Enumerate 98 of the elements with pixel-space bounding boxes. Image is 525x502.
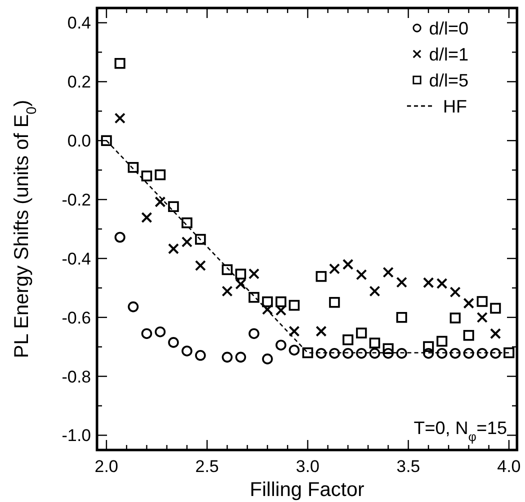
point: [476, 312, 488, 323]
point: [423, 341, 434, 352]
point: [463, 298, 474, 309]
legend-label: d/l=0: [429, 18, 469, 38]
point: [504, 347, 514, 358]
point: [369, 338, 380, 348]
point: [194, 260, 206, 272]
y-tick-label: 0.0: [67, 132, 91, 151]
point: [356, 348, 367, 359]
point: [450, 348, 461, 359]
point: [316, 271, 327, 282]
y-tick-label: -0.4: [62, 249, 91, 268]
point: [490, 302, 501, 314]
point: [329, 348, 340, 359]
y-tick-label: -0.2: [62, 190, 91, 210]
point: [316, 348, 327, 359]
point: [476, 348, 488, 359]
point: [222, 352, 233, 363]
point: [195, 350, 206, 361]
point: [476, 296, 488, 307]
y-tick-label: -0.8: [62, 367, 91, 386]
point: [490, 348, 501, 359]
point: [248, 292, 260, 303]
point: [222, 286, 233, 297]
point: [463, 330, 474, 341]
x-tick-label: 3.5: [396, 457, 420, 476]
point: [342, 334, 354, 346]
point: [396, 312, 408, 323]
point: [302, 347, 314, 358]
y-tick-label: 0.4: [67, 14, 91, 33]
point: [276, 340, 286, 350]
point: [463, 348, 474, 359]
point: [114, 58, 126, 69]
point: [328, 263, 340, 274]
point: [154, 196, 166, 208]
point: [235, 278, 246, 290]
y-tick-label: -0.6: [62, 308, 91, 328]
point: [168, 201, 179, 212]
point: [382, 348, 394, 359]
point: [128, 162, 139, 173]
point: [329, 296, 340, 308]
point: [436, 278, 448, 290]
point: [396, 348, 408, 359]
point: [141, 212, 152, 224]
point: [141, 170, 152, 182]
point: [342, 348, 354, 359]
point: [262, 296, 273, 308]
point: [288, 344, 300, 356]
point: [101, 135, 112, 146]
x-axis-title: Filling Factor: [250, 479, 365, 501]
point: [288, 300, 300, 311]
point: [154, 326, 166, 338]
point: [422, 277, 434, 288]
point: [450, 312, 461, 324]
point: [423, 348, 434, 359]
y-tick-label: -1.0: [62, 426, 91, 446]
legend-label: HF: [443, 96, 467, 116]
point: [235, 352, 246, 363]
point: [436, 348, 448, 359]
point: [356, 269, 367, 280]
x-tick-label: 2.0: [94, 457, 118, 476]
point: [369, 348, 380, 359]
point: [262, 354, 273, 364]
point: [316, 326, 327, 337]
point: [141, 328, 152, 340]
legend-label: d/l=5: [429, 70, 469, 90]
point: [382, 343, 394, 354]
point: [248, 268, 260, 280]
point: [276, 296, 286, 308]
point: [114, 112, 126, 124]
point: [195, 234, 206, 245]
point: [168, 243, 179, 254]
point: [181, 236, 192, 248]
point: [168, 337, 179, 348]
point: [222, 264, 233, 276]
point: [182, 346, 192, 356]
point: [436, 336, 448, 347]
point: [369, 286, 380, 297]
x-tick-label: 3.0: [296, 457, 320, 476]
point: [288, 326, 300, 337]
point: [154, 169, 166, 180]
y-tick-label: 0.2: [67, 72, 91, 92]
point: [450, 286, 461, 298]
point: [342, 258, 354, 270]
point: [128, 301, 139, 312]
annotation: T=0, N$_{φ}$=15: [414, 418, 507, 444]
point: [182, 217, 192, 228]
point: [235, 268, 246, 280]
point: [114, 232, 126, 243]
legend-label: d/l=1: [429, 44, 469, 64]
x-tick-label: 4.0: [497, 457, 521, 476]
point: [382, 266, 394, 278]
point: [396, 276, 408, 288]
x-tick-label: 2.5: [195, 457, 219, 476]
point: [490, 328, 501, 340]
point: [275, 304, 286, 316]
point: [356, 328, 367, 338]
point: [248, 328, 260, 340]
